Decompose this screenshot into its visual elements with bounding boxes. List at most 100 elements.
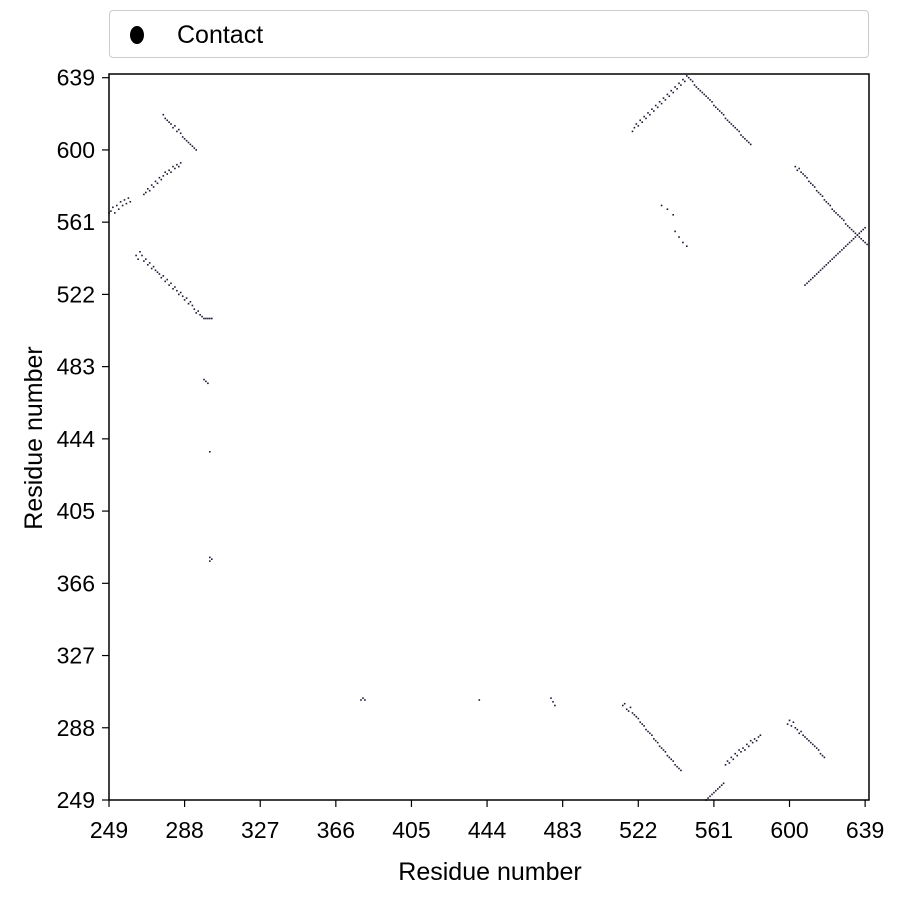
contact-point bbox=[841, 249, 843, 251]
contact-point bbox=[806, 738, 808, 740]
contact-point bbox=[625, 708, 628, 711]
contact-point bbox=[660, 204, 663, 207]
contact-point bbox=[189, 143, 192, 146]
y-tick-label: 522 bbox=[57, 281, 95, 307]
contact-point bbox=[850, 239, 853, 242]
contact-point bbox=[635, 715, 638, 718]
contact-point bbox=[837, 214, 839, 216]
contact-point bbox=[209, 560, 211, 562]
y-tick-label: 639 bbox=[57, 65, 95, 91]
contact-point bbox=[627, 710, 630, 712]
contact-point bbox=[672, 760, 674, 762]
contact-point bbox=[662, 97, 665, 99]
contact-point bbox=[804, 175, 806, 177]
contact-point bbox=[666, 93, 669, 96]
contact-point bbox=[654, 739, 657, 742]
contact-point bbox=[164, 280, 166, 283]
contact-point bbox=[641, 121, 643, 123]
contact-point bbox=[643, 115, 645, 118]
contact-point bbox=[693, 84, 696, 86]
y-tick-label: 249 bbox=[57, 787, 95, 813]
contact-point bbox=[154, 180, 157, 183]
contact-point bbox=[686, 75, 688, 77]
contact-point bbox=[121, 204, 124, 207]
contact-point bbox=[680, 769, 682, 772]
contact-point bbox=[649, 732, 651, 735]
contact-point bbox=[162, 275, 165, 277]
contact-point bbox=[844, 223, 847, 225]
contact-point bbox=[170, 123, 172, 125]
contact-point bbox=[678, 236, 680, 238]
y-tick-label: 444 bbox=[57, 426, 96, 452]
contact-point bbox=[668, 756, 671, 759]
x-tick-label: 288 bbox=[165, 817, 203, 843]
contact-point bbox=[172, 165, 174, 168]
contact-point bbox=[757, 736, 760, 738]
contact-point bbox=[158, 176, 161, 179]
contact-point bbox=[174, 125, 176, 127]
contact-point bbox=[629, 706, 632, 709]
contact-point bbox=[738, 130, 740, 133]
contact-point bbox=[143, 260, 145, 262]
contact-point bbox=[656, 741, 659, 744]
contact-point bbox=[645, 117, 647, 120]
contact-point bbox=[141, 254, 143, 257]
contact-point bbox=[653, 738, 655, 740]
y-tick-label: 405 bbox=[57, 498, 95, 524]
contact-point bbox=[804, 284, 806, 286]
contact-point bbox=[748, 745, 750, 748]
contact-point bbox=[798, 732, 800, 735]
x-tick-label: 483 bbox=[543, 817, 581, 843]
contact-point bbox=[674, 764, 676, 766]
contact-point bbox=[734, 126, 736, 129]
contact-point bbox=[170, 282, 172, 285]
contact-point bbox=[129, 201, 132, 203]
contact-point bbox=[362, 697, 364, 699]
contact-point bbox=[854, 236, 857, 238]
contact-point bbox=[720, 784, 723, 786]
contact-point bbox=[174, 286, 176, 288]
contact-point bbox=[732, 758, 735, 761]
contact-point bbox=[715, 789, 717, 792]
x-tick-label: 561 bbox=[695, 817, 733, 843]
contact-point bbox=[197, 310, 199, 312]
contact-point bbox=[707, 97, 709, 99]
contact-point bbox=[205, 380, 207, 383]
contact-point bbox=[699, 89, 702, 92]
contact-point bbox=[740, 751, 742, 753]
y-tick-label: 561 bbox=[57, 209, 95, 235]
contact-point bbox=[813, 275, 816, 277]
contact-point bbox=[660, 102, 663, 105]
contact-point bbox=[139, 251, 141, 253]
contact-point bbox=[643, 725, 645, 727]
x-tick-label: 249 bbox=[90, 817, 128, 843]
contact-point bbox=[176, 163, 178, 166]
contact-point bbox=[119, 201, 122, 203]
contact-point bbox=[709, 99, 711, 101]
contact-point bbox=[185, 297, 188, 299]
contact-point bbox=[711, 793, 713, 796]
contact-point bbox=[744, 138, 746, 140]
contact-point bbox=[835, 254, 837, 257]
contact-point bbox=[647, 112, 649, 114]
contact-point bbox=[179, 132, 182, 135]
contact-point bbox=[137, 258, 139, 260]
contact-point bbox=[117, 208, 120, 210]
contact-point bbox=[181, 295, 184, 297]
contact-point bbox=[552, 701, 554, 703]
contact-point bbox=[819, 193, 822, 196]
contact-point bbox=[187, 141, 190, 144]
contact-point bbox=[154, 269, 157, 272]
contact-point bbox=[110, 210, 112, 212]
contact-point bbox=[848, 226, 851, 229]
contact-point bbox=[172, 126, 174, 129]
contact-point bbox=[749, 143, 752, 146]
contact-point bbox=[147, 188, 149, 190]
contact-point bbox=[850, 228, 853, 231]
contact-point bbox=[199, 314, 201, 316]
contact-point bbox=[810, 741, 812, 744]
contact-point bbox=[796, 169, 799, 172]
contact-point bbox=[722, 782, 725, 785]
contact-point bbox=[717, 108, 719, 110]
contact-point bbox=[152, 186, 155, 188]
